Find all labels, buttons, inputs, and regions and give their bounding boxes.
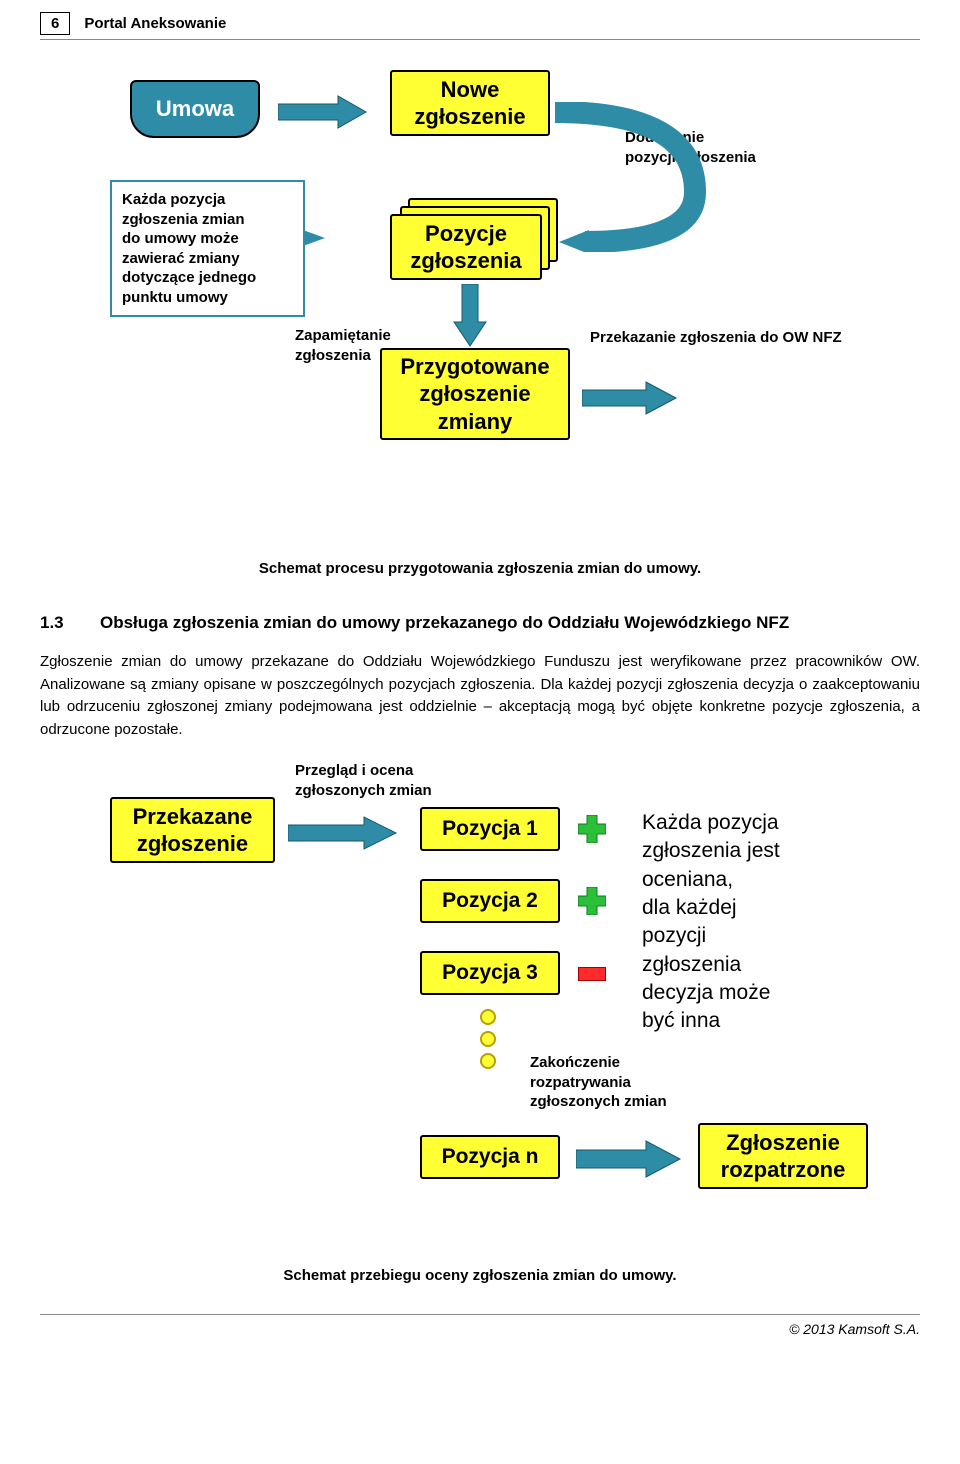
arrow-icon [576, 1139, 682, 1179]
dot-icon [480, 1009, 496, 1025]
node-pozycja-1: Pozycja 1 [420, 807, 560, 851]
paragraph-1: Zgłoszenie zmian do umowy przekazane do … [40, 651, 920, 741]
section-title: Obsługa zgłoszenia zmian do umowy przeka… [100, 613, 920, 633]
diagram-review: Przekazanezgłoszenie Przegląd i ocenazgł… [70, 757, 890, 1257]
diagram1-caption: Schemat procesu przygotowania zgłoszenia… [40, 560, 920, 577]
node-pozycja-2: Pozycja 2 [420, 879, 560, 923]
plus-icon [578, 887, 606, 915]
section-number: 1.3 [40, 613, 100, 633]
node-pozycja-n: Pozycja n [420, 1135, 560, 1179]
page-footer: © 2013 Kamsoft S.A. [40, 1314, 920, 1337]
label-zapamietanie: Zapamiętaniezgłoszenia [295, 326, 391, 365]
label-przekazanie: Przekazanie zgłoszenia do OW NFZ [590, 328, 842, 348]
page-header: 6 Portal Aneksowanie [40, 12, 920, 40]
label-przeglad: Przegląd i ocenazgłoszonych zmian [295, 761, 432, 800]
note-pointer-icon [303, 230, 325, 246]
note-kazda-pozycja: Każda pozycjazgłoszenia zmiando umowy mo… [110, 180, 305, 317]
section-heading: 1.3 Obsługa zgłoszenia zmian do umowy pr… [40, 613, 920, 633]
node-przygotowane: Przygotowanezgłoszeniezmiany [380, 348, 570, 440]
arrow-icon [582, 380, 678, 416]
side-text: Każda pozycjazgłoszenia jestoceniana,dla… [642, 809, 872, 1036]
arrow-curve-icon [545, 102, 715, 252]
minus-icon [578, 967, 606, 981]
node-nowe-zgloszenie: Nowezgłoszenie [390, 70, 550, 136]
diagram2-caption: Schemat przebiegu oceny zgłoszenia zmian… [40, 1267, 920, 1284]
node-rozpatrzone: Zgłoszenierozpatrzone [698, 1123, 868, 1189]
diagram-preparation: Umowa Nowezgłoszenie Dodawaniepozycji zg… [70, 70, 890, 550]
dot-icon [480, 1053, 496, 1069]
node-pozycje: Pozycjezgłoszenia [390, 214, 542, 280]
page-number: 6 [40, 12, 70, 35]
node-pozycja-3: Pozycja 3 [420, 951, 560, 995]
label-zakonczenie: Zakończenierozpatrywaniazgłoszonych zmia… [530, 1053, 667, 1112]
node-przekazane: Przekazanezgłoszenie [110, 797, 275, 863]
header-title: Portal Aneksowanie [84, 15, 226, 32]
arrow-icon [278, 94, 368, 130]
arrow-down-icon [452, 284, 488, 348]
node-umowa: Umowa [130, 80, 260, 138]
dot-icon [480, 1031, 496, 1047]
arrow-icon [288, 815, 398, 851]
plus-icon [578, 815, 606, 843]
